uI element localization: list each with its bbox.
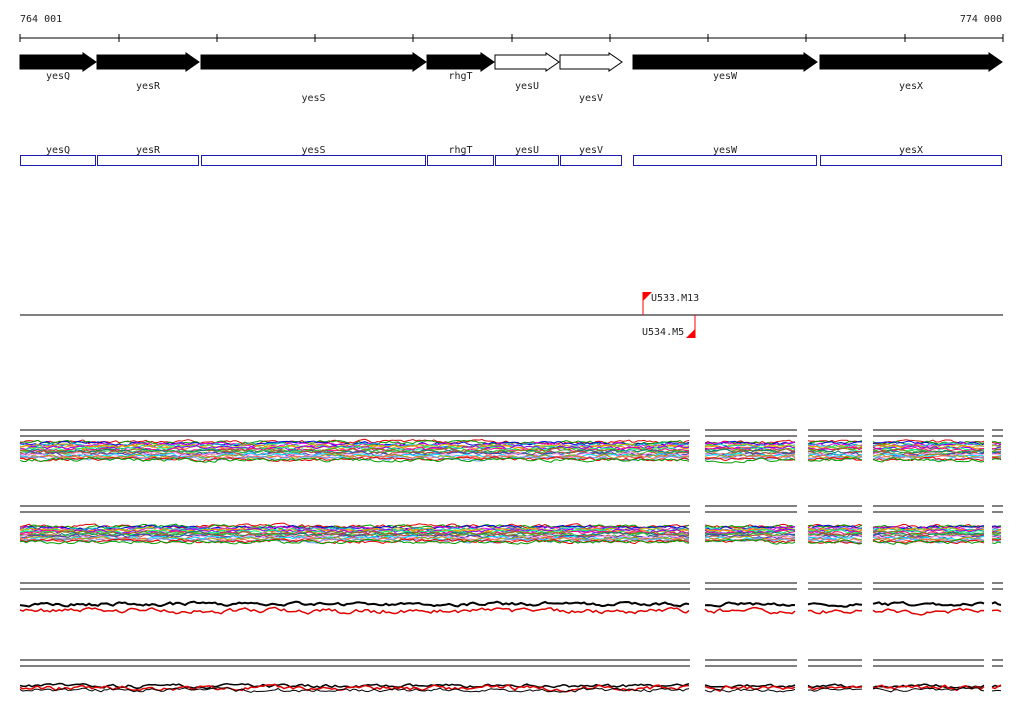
gene-box-yesS[interactable]: yesS: [202, 145, 426, 166]
gene-box-rect: [496, 156, 559, 166]
gene-box-rect: [821, 156, 1002, 166]
end-coordinate: 774 000: [960, 14, 1002, 25]
gene-box-yesR[interactable]: yesR: [98, 145, 199, 166]
gene-box-label: yesW: [713, 145, 738, 156]
gene-box-label: yesX: [899, 145, 923, 156]
profile-trace: [808, 610, 862, 614]
profile-track: [20, 506, 1003, 512]
gene-box-label: yesS: [301, 145, 325, 156]
profile-trace: [992, 602, 1001, 605]
profile-trace: [873, 602, 984, 606]
gene-box-label: yesV: [579, 145, 603, 156]
profile-track: [20, 430, 1003, 436]
gene-arrow-label: yesQ: [46, 71, 70, 82]
profile-trace: [992, 542, 1001, 544]
expression-profile-tracks: [20, 430, 1003, 692]
gene-box-label: yesQ: [46, 145, 70, 156]
gene-arrow-label: yesS: [301, 93, 325, 104]
gene-arrow-yesS[interactable]: yesS: [201, 53, 426, 104]
gene-arrow-label: yesW: [713, 71, 738, 82]
gene-arrow-shape: [560, 53, 622, 71]
feature-label: U533.M13: [651, 293, 699, 304]
gene-box-yesX[interactable]: yesX: [821, 145, 1002, 166]
gene-box-label: yesR: [136, 145, 161, 156]
gene-box-yesW[interactable]: yesW: [634, 145, 817, 166]
profile-trace: [992, 610, 1001, 611]
gene-arrow-yesQ[interactable]: yesQ: [20, 53, 96, 82]
feature-track: U533.M13 U534.M5: [20, 292, 1003, 338]
profile-trace: [705, 602, 795, 606]
gene-arrow-shape: [201, 53, 426, 71]
gene-box-rhgT[interactable]: rhgT: [428, 145, 494, 166]
gene-arrow-yesW[interactable]: yesW: [633, 53, 817, 82]
gene-arrow-yesX[interactable]: yesX: [820, 53, 1002, 92]
profile-trace: [873, 608, 984, 615]
gene-box-rect: [21, 156, 96, 166]
profile-trace: [992, 454, 1001, 455]
gene-box-rect: [428, 156, 494, 166]
gene-arrow-track: yesQ yesR yesS rhgT yesU yesV yesW yesX: [20, 53, 1002, 104]
gene-arrow-label: rhgT: [448, 71, 472, 82]
gene-arrow-label: yesR: [136, 81, 161, 92]
profile-track: [20, 660, 1003, 666]
feature-marker-forward[interactable]: U533.M13: [643, 292, 699, 315]
gene-arrow-shape: [495, 53, 559, 71]
profile-trace: [20, 607, 689, 614]
start-coordinate: 764 001: [20, 14, 62, 25]
profile-trace: [992, 446, 1001, 447]
gene-box-yesV[interactable]: yesV: [561, 145, 622, 166]
gene-arrow-yesU[interactable]: yesU: [495, 53, 559, 92]
gene-arrow-label: yesV: [579, 93, 603, 104]
gene-box-track: yesQ yesR yesS rhgT yesU yesV yesW yesX: [21, 145, 1002, 166]
gene-box-rect: [98, 156, 199, 166]
gene-box-rect: [561, 156, 622, 166]
gene-arrow-shape: [97, 53, 199, 71]
profile-trace: [808, 603, 862, 607]
gene-arrow-yesR[interactable]: yesR: [97, 53, 199, 92]
profile-track: [20, 583, 1003, 589]
feature-marker-reverse[interactable]: U534.M5: [642, 315, 695, 338]
gene-box-label: rhgT: [448, 145, 472, 156]
gene-arrow-shape: [427, 53, 494, 71]
coordinate-axis: 764 001 774 000: [20, 14, 1003, 42]
profile-trace: [873, 688, 984, 692]
gene-box-rect: [634, 156, 817, 166]
gene-box-label: yesU: [515, 145, 539, 156]
gene-arrow-label: yesX: [899, 81, 923, 92]
gene-arrow-label: yesU: [515, 81, 539, 92]
gene-arrow-shape: [633, 53, 817, 71]
gene-arrow-shape: [820, 53, 1002, 71]
gene-arrow-yesV[interactable]: yesV: [560, 53, 622, 104]
gene-box-yesQ[interactable]: yesQ: [21, 145, 96, 166]
gene-arrow-rhgT[interactable]: rhgT: [427, 53, 494, 82]
profile-trace: [705, 608, 795, 614]
profile-trace: [20, 602, 689, 607]
profile-trace: [992, 534, 1001, 535]
gene-arrow-shape: [20, 53, 96, 71]
profile-trace: [992, 690, 1001, 691]
feature-flag: [686, 329, 695, 338]
gene-box-rect: [202, 156, 426, 166]
gene-box-yesU[interactable]: yesU: [496, 145, 559, 166]
feature-label: U534.M5: [642, 327, 684, 338]
